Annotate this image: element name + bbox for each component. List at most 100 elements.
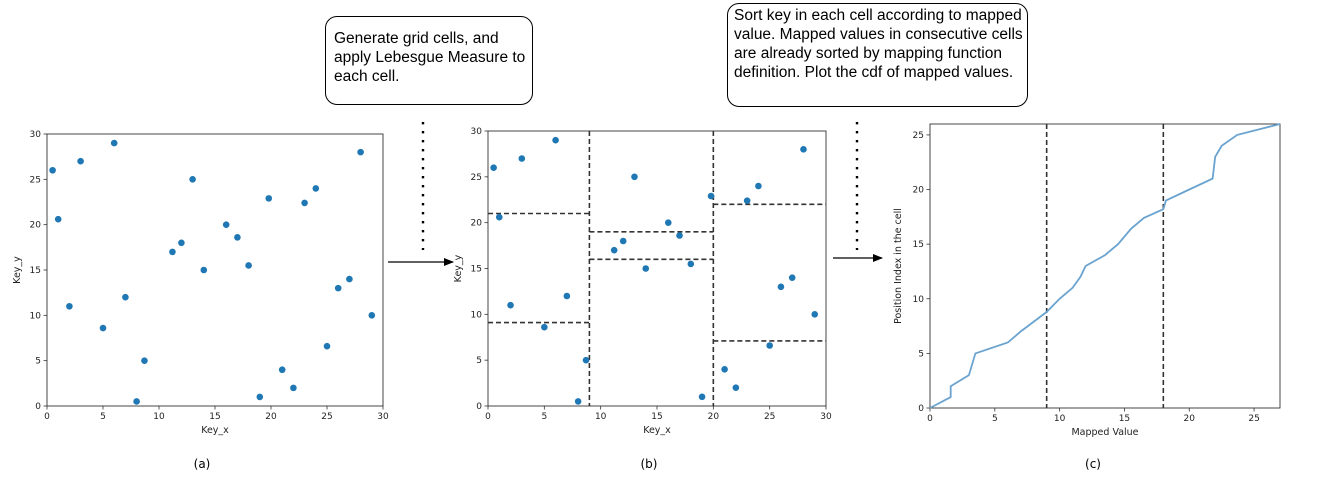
y-tick-label: 0 <box>35 402 41 412</box>
x-tick-label: 15 <box>1119 414 1130 424</box>
y-tick-label: 25 <box>471 173 482 183</box>
data-point <box>312 185 320 192</box>
x-axis-label: Mapped Value <box>1071 427 1138 438</box>
x-tick-label: 0 <box>927 414 933 424</box>
x-tick-label: 30 <box>820 412 832 422</box>
data-point <box>200 266 208 274</box>
plot-frame <box>929 123 1281 409</box>
data-point <box>743 197 751 204</box>
y-tick-label: 20 <box>913 186 925 196</box>
data-point <box>755 182 762 190</box>
data-point <box>507 301 514 309</box>
y-tick-label: 20 <box>471 219 483 229</box>
y-tick-label: 0 <box>476 402 482 412</box>
data-point <box>234 234 241 241</box>
data-point <box>619 237 627 245</box>
x-axis-label: Key_x <box>643 425 671 436</box>
x-tick-label: 20 <box>1184 414 1196 424</box>
x-tick-label: 5 <box>541 412 547 422</box>
panel-caption: (b) <box>641 457 658 471</box>
data-point <box>610 246 618 254</box>
data-point <box>133 398 140 405</box>
annotation-step2: Sort key in each cell according to mappe… <box>727 3 1028 107</box>
y-tick-label: 25 <box>30 175 41 185</box>
x-tick-label: 30 <box>377 412 389 422</box>
data-point <box>766 342 773 349</box>
x-tick-label: 10 <box>1054 414 1066 424</box>
data-point <box>334 284 342 292</box>
data-point <box>178 239 185 247</box>
panel-caption: (a) <box>194 457 211 471</box>
y-tick-label: 30 <box>30 130 42 140</box>
y-axis-label: Position Index in the cell <box>893 208 904 324</box>
data-point <box>54 215 62 223</box>
annotation-step1: Generate grid cells, and apply Lebesgue … <box>325 16 533 105</box>
chart-a-key-scatter: 0 5 10 15 20 25 30 0 5 10 15 20 25 30 Key_x Key_y (a) <box>12 130 389 471</box>
y-axis-label: Key_y <box>12 256 23 284</box>
data-point <box>290 384 297 392</box>
data-point <box>732 384 740 391</box>
x-tick-label: 20 <box>708 412 720 422</box>
data-point <box>563 292 571 300</box>
x-tick-label: 25 <box>764 412 775 422</box>
data-point <box>698 393 706 401</box>
data-point <box>66 302 73 310</box>
data-point <box>552 136 559 144</box>
data-point <box>99 324 107 332</box>
x-tick-label: 15 <box>651 412 662 422</box>
x-tick-label: 0 <box>44 412 50 422</box>
data-point <box>777 283 785 291</box>
x-axis-label: Key_x <box>201 425 229 436</box>
data-point <box>642 265 650 272</box>
y-tick-label: 15 <box>30 266 41 276</box>
cdf-line <box>929 123 1281 409</box>
panel-caption: (c) <box>1085 457 1101 471</box>
data-point <box>110 139 118 147</box>
data-point <box>721 366 728 373</box>
data-point <box>357 148 364 156</box>
data-point <box>518 155 526 162</box>
x-tick-label: 25 <box>321 412 332 422</box>
data-point <box>245 262 252 269</box>
x-tick-label: 25 <box>1248 414 1259 424</box>
y-tick-label: 25 <box>913 131 924 141</box>
y-tick-label: 0 <box>918 404 924 414</box>
data-point <box>582 356 590 364</box>
data-point <box>574 398 582 405</box>
data-point <box>490 164 497 171</box>
y-tick-label: 10 <box>30 311 42 321</box>
x-tick-label: 20 <box>265 412 277 422</box>
x-tick-label: 10 <box>595 412 607 422</box>
data-point <box>687 260 695 268</box>
y-tick-label: 15 <box>913 240 924 250</box>
chart-b-grid-cells-scatter: 0 5 10 15 20 25 30 0 5 10 15 20 25 30 Key_x Key_y (b) <box>453 127 832 471</box>
data-point <box>676 232 683 239</box>
x-tick-label: 0 <box>485 412 491 422</box>
plot-frame <box>487 130 827 407</box>
y-tick-label: 30 <box>471 127 483 137</box>
data-point <box>788 274 796 281</box>
y-tick-label: 5 <box>476 356 482 366</box>
y-tick-label: 5 <box>918 349 924 359</box>
data-point <box>541 323 548 331</box>
data-point <box>189 176 196 183</box>
x-tick-label: 5 <box>100 412 106 422</box>
y-tick-label: 5 <box>35 357 41 367</box>
data-point <box>278 366 286 374</box>
data-point <box>800 146 807 153</box>
data-point <box>323 342 331 350</box>
plot-frame <box>46 133 384 407</box>
data-point <box>631 173 638 181</box>
data-point <box>495 213 503 221</box>
y-tick-label: 10 <box>471 310 483 320</box>
x-tick-label: 5 <box>992 414 998 424</box>
data-point <box>222 221 230 228</box>
data-point <box>664 219 672 226</box>
x-tick-label: 10 <box>153 412 165 422</box>
data-point <box>368 312 376 319</box>
data-point <box>811 311 819 318</box>
y-tick-label: 15 <box>471 265 482 275</box>
chart-c-mapped-value-cdf: 0 5 10 15 20 25 0 5 10 15 20 25 Mapped Value Position… <box>893 123 1281 471</box>
y-tick-label: 10 <box>913 295 925 305</box>
